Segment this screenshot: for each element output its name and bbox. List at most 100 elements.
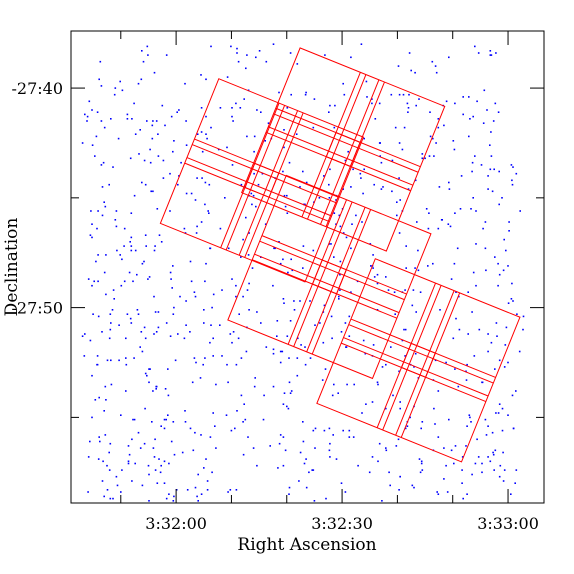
data-point [441, 219, 443, 221]
pointing-footprint [316, 258, 521, 463]
data-point [437, 227, 440, 230]
data-point [348, 315, 351, 318]
data-point [225, 414, 228, 416]
data-point [337, 392, 339, 394]
data-point [87, 278, 90, 280]
data-point [269, 445, 271, 447]
data-point [165, 54, 168, 56]
data-point [109, 442, 112, 445]
data-point [168, 462, 170, 465]
data-point [492, 451, 494, 454]
data-point [507, 302, 510, 304]
data-point [235, 489, 238, 491]
data-point [299, 186, 301, 188]
data-point [296, 374, 299, 377]
data-point [244, 418, 247, 421]
data-point [470, 208, 472, 210]
data-point [510, 298, 513, 300]
data-point [120, 414, 122, 416]
data-point [282, 298, 285, 300]
footprint-outline [241, 47, 446, 252]
data-point [449, 225, 452, 228]
data-point [434, 65, 437, 67]
data-point [377, 383, 379, 386]
data-point [94, 155, 96, 157]
data-point [143, 326, 146, 329]
data-point [255, 205, 257, 208]
data-point [250, 192, 253, 195]
data-point [255, 56, 257, 59]
data-point [129, 157, 132, 160]
data-point [185, 324, 187, 326]
data-point [110, 322, 112, 324]
data-point [262, 418, 265, 421]
data-point [89, 440, 91, 443]
data-point [313, 98, 316, 100]
data-point [143, 442, 146, 445]
data-point [215, 383, 217, 386]
data-point [204, 357, 206, 359]
data-point [289, 320, 292, 322]
data-point [253, 385, 256, 388]
data-point [477, 52, 480, 54]
data-point [411, 304, 414, 307]
data-point [485, 269, 487, 272]
data-point [173, 306, 175, 309]
data-point [420, 460, 423, 463]
axis-ticks: 3:32:00 3:32:30 3:33:00 -27:40 -27:50 [11, 31, 544, 533]
data-point [212, 293, 215, 296]
data-point [494, 449, 497, 452]
data-point [321, 379, 324, 381]
data-point [344, 159, 347, 162]
data-point [175, 489, 178, 491]
data-point [453, 262, 456, 265]
data-point [179, 295, 181, 298]
data-point [134, 462, 136, 465]
data-point [109, 328, 112, 331]
data-point [154, 469, 157, 471]
data-point [101, 480, 104, 482]
data-point [505, 326, 508, 329]
data-point [209, 341, 211, 344]
data-point [419, 471, 422, 474]
data-point [189, 427, 192, 430]
data-point [177, 183, 179, 186]
data-point [113, 298, 115, 300]
data-point [287, 407, 290, 410]
data-point [284, 205, 287, 208]
data-point [437, 390, 440, 392]
data-point [272, 284, 274, 287]
data-point [272, 385, 275, 388]
data-point [165, 497, 168, 500]
data-point [144, 407, 146, 410]
data-point [120, 491, 122, 493]
data-point [202, 363, 204, 366]
data-point [302, 421, 304, 423]
data-point [172, 265, 174, 267]
data-point [205, 78, 207, 81]
data-point [152, 390, 154, 392]
data-point [227, 491, 229, 493]
data-point [448, 188, 451, 190]
data-point [289, 392, 292, 394]
data-point [204, 280, 206, 283]
data-point [84, 113, 86, 116]
data-point [151, 124, 154, 127]
data-point [434, 423, 436, 425]
data-point [489, 168, 492, 171]
data-point [322, 341, 325, 344]
data-point [103, 126, 106, 129]
data-point [152, 120, 154, 122]
data-point [200, 107, 203, 109]
data-point [411, 484, 414, 487]
data-point [169, 271, 172, 274]
data-point [498, 475, 501, 478]
data-point [152, 447, 155, 449]
data-point [414, 352, 417, 355]
data-point [131, 118, 133, 120]
data-point [397, 65, 400, 67]
data-point [303, 462, 306, 465]
data-point [373, 276, 376, 278]
data-point [119, 254, 121, 256]
data-point [265, 60, 268, 63]
